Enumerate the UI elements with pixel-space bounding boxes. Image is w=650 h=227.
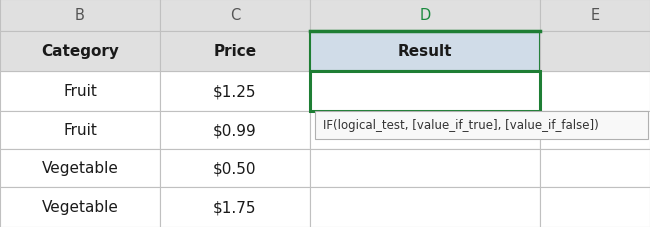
Bar	[310, 187, 540, 227]
Bar	[0, 149, 160, 187]
Text: $0.50: $0.50	[213, 161, 257, 176]
Bar	[540, 32, 650, 72]
Bar	[315, 111, 648, 139]
Bar	[160, 0, 310, 32]
Bar	[540, 111, 650, 149]
Bar	[160, 32, 310, 72]
Bar	[160, 149, 310, 187]
Text: Price: Price	[213, 44, 257, 59]
Text: D: D	[419, 8, 430, 23]
Bar	[540, 72, 650, 111]
Bar	[0, 0, 160, 32]
Text: Vegetable: Vegetable	[42, 200, 118, 215]
Bar	[160, 187, 310, 227]
Text: Vegetable: Vegetable	[42, 161, 118, 176]
Bar	[310, 111, 540, 149]
Bar	[0, 32, 160, 72]
Text: IF(logical_test, [value_if_true], [value_if_false]): IF(logical_test, [value_if_true], [value…	[323, 119, 599, 132]
Bar	[0, 187, 160, 227]
Bar	[0, 111, 160, 149]
Bar	[310, 149, 540, 187]
Text: C: C	[230, 8, 240, 23]
Text: $1.75: $1.75	[213, 200, 257, 215]
Text: =MEDIAN(IF(: =MEDIAN(IF(	[318, 84, 417, 99]
Bar	[540, 187, 650, 227]
Bar	[310, 32, 540, 72]
Text: $0.99: $0.99	[213, 123, 257, 138]
Text: Fruit: Fruit	[63, 84, 97, 99]
Text: Result: Result	[398, 44, 452, 59]
Bar	[160, 111, 310, 149]
Bar	[540, 149, 650, 187]
Text: Category: Category	[41, 44, 119, 59]
Text: Fruit: Fruit	[63, 123, 97, 138]
Bar	[160, 72, 310, 111]
Text: E: E	[590, 8, 599, 23]
Text: B: B	[75, 8, 85, 23]
Bar	[540, 0, 650, 32]
Bar	[310, 0, 540, 32]
Text: $1.25: $1.25	[213, 84, 257, 99]
Bar	[310, 72, 540, 111]
Bar	[0, 72, 160, 111]
